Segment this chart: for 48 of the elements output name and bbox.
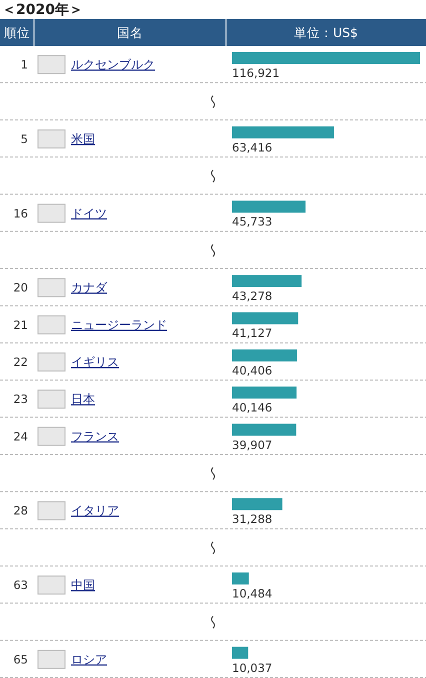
text: 28 [13, 504, 28, 518]
text: 65 [13, 652, 28, 666]
bar [232, 52, 420, 64]
y-tick-label: 米国 [71, 132, 95, 146]
y-tick-label: ニュージーランド [71, 318, 167, 332]
y-tick-label: イギリス [71, 355, 119, 369]
data-label: 40,406 [232, 363, 272, 378]
text: 21 [13, 318, 28, 332]
x-axis-title: 単位：US$ [294, 25, 358, 40]
text: 24 [13, 429, 28, 444]
data-label: 40,146 [232, 400, 272, 415]
data-label: 41,127 [232, 326, 272, 340]
bar [232, 386, 297, 399]
text: 63 [13, 578, 28, 592]
y-tick-label: ルクセンブルク [71, 58, 155, 72]
y-tick-label: イタリア [71, 504, 119, 518]
text: 順位 [4, 25, 30, 40]
y-tick-label: ロシア [71, 652, 107, 666]
data-label: 10,484 [232, 586, 272, 600]
data-label: 39,907 [232, 438, 272, 452]
bar [232, 126, 334, 138]
data-label: 116,921 [232, 66, 280, 80]
data-label: 43,278 [232, 289, 272, 304]
bar [232, 275, 302, 288]
text: 20 [13, 280, 28, 295]
text: 16 [13, 206, 28, 220]
text: 23 [13, 392, 28, 406]
text: 1 [20, 58, 28, 72]
text: 5 [20, 132, 28, 146]
y-tick-label: カナダ [71, 280, 108, 295]
y-tick-label: ドイツ [71, 206, 107, 220]
data-label: 63,416 [232, 140, 272, 154]
bar [232, 312, 298, 324]
text: 22 [13, 355, 28, 369]
data-label: 45,733 [232, 214, 272, 229]
y-tick-label: 日本 [71, 392, 95, 406]
bar [232, 646, 248, 659]
y-axis-title: 国名 [117, 25, 143, 40]
bar [232, 424, 296, 436]
data-label: 10,037 [232, 660, 272, 675]
bar [232, 498, 282, 510]
bar [232, 349, 297, 362]
bar [232, 572, 249, 584]
bar [232, 200, 306, 213]
y-tick-label: フランス [71, 429, 119, 444]
y-tick-label: 中国 [71, 578, 95, 592]
data-label: 31,288 [232, 512, 272, 526]
text: ＜2020年＞ [2, 2, 83, 18]
